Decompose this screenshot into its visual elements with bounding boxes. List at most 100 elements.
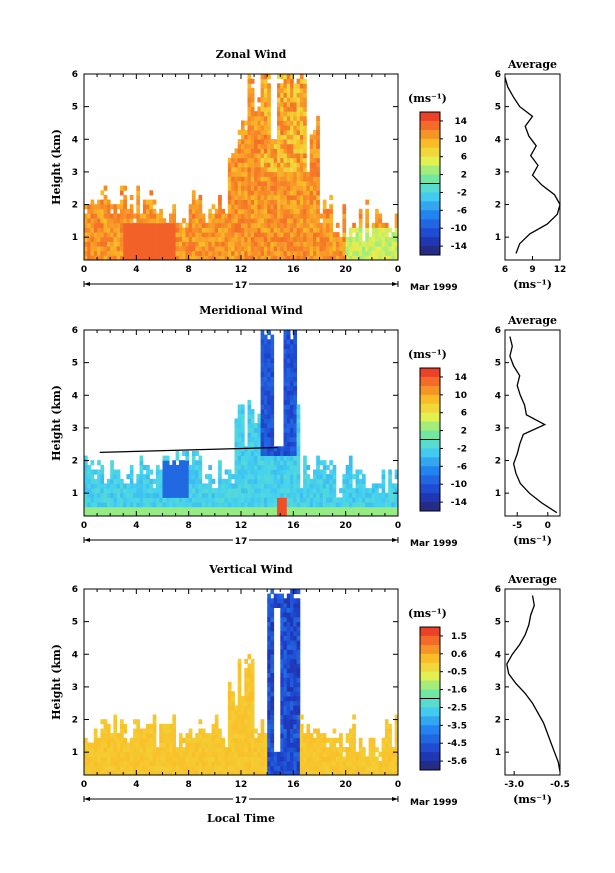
heatmap-cell [257, 190, 262, 196]
heatmap-cell [178, 478, 183, 484]
heatmap-cell [326, 255, 330, 261]
heatmap-cell [241, 134, 245, 140]
heatmap-cell [280, 719, 284, 725]
heatmap-cell [299, 143, 304, 149]
heatmap-cell [309, 747, 314, 753]
heatmap-cell [263, 180, 268, 186]
heatmap-cell [227, 162, 232, 168]
heatmap-cell [345, 236, 350, 242]
heatmap-cell [293, 185, 297, 191]
profile-y-tick-label: 3 [495, 168, 501, 178]
heatmap-cell [198, 765, 203, 771]
heatmap-cell [270, 460, 275, 466]
heatmap-cell [241, 143, 245, 149]
heatmap-cell [280, 598, 284, 604]
heatmap-cell [191, 194, 196, 200]
heatmap-cell [296, 696, 301, 702]
heatmap-cell [244, 682, 248, 688]
heatmap-cell [106, 747, 111, 753]
heatmap-cell [244, 227, 248, 233]
heatmap-cell [358, 213, 363, 219]
heatmap-cell [129, 742, 134, 748]
heatmap-cell [270, 162, 275, 168]
heatmap-cell [381, 747, 386, 753]
heatmap-cell [391, 483, 396, 489]
heatmap-cell [362, 761, 366, 767]
heatmap-cell [149, 204, 154, 210]
heatmap-cell [103, 723, 108, 729]
heatmap-cell [293, 199, 297, 205]
heatmap-cell [237, 747, 242, 753]
heatmap-cell [277, 111, 281, 117]
heatmap-cell [303, 464, 307, 470]
heatmap-cell [270, 742, 275, 748]
heatmap-cell [313, 204, 317, 210]
heatmap-cell [332, 246, 337, 252]
heatmap-cell [355, 227, 360, 233]
heatmap-cell [237, 497, 242, 503]
heatmap-cell [270, 353, 275, 359]
heatmap-cell [244, 180, 248, 186]
heatmap-cell [299, 129, 304, 135]
heatmap-cell [384, 227, 389, 233]
heatmap-cell [260, 488, 265, 494]
colorbar-unit: (ms⁻¹) [408, 607, 447, 620]
heatmap-cell [244, 120, 248, 126]
heatmap-cell [329, 506, 333, 512]
heatmap-cell [254, 125, 258, 131]
heatmap-cell [165, 747, 170, 753]
heatmap-cell [263, 125, 268, 131]
heatmap-cell [286, 714, 291, 720]
heatmap-cell [296, 111, 301, 117]
heatmap-cell [303, 120, 307, 126]
heatmap-cell [260, 427, 265, 433]
heatmap-cell [126, 751, 131, 757]
heatmap-cell [156, 236, 160, 242]
heatmap-cell [283, 728, 288, 734]
heatmap-cell [247, 714, 252, 720]
heatmap-cell [280, 87, 284, 93]
heatmap-cell [241, 436, 245, 442]
heatmap-cell [381, 502, 386, 508]
heatmap-cell [142, 747, 147, 753]
y-tick-label: 1 [72, 489, 78, 499]
heatmap-cell [250, 148, 255, 154]
heatmap-cell [139, 469, 144, 475]
heatmap-cell [142, 497, 147, 503]
heatmap-cell [286, 502, 291, 508]
heatmap-cell [234, 502, 239, 508]
heatmap-cell [309, 176, 314, 182]
heatmap-cell [247, 511, 252, 517]
heatmap-cell [348, 474, 353, 480]
heatmap-cell [290, 236, 294, 242]
heatmap-cell [283, 92, 288, 98]
heatmap-cell [326, 502, 330, 508]
heatmap-cell [97, 199, 101, 205]
heatmap-cell [234, 751, 239, 757]
heatmap-cell [123, 241, 127, 247]
heatmap-cell [162, 241, 167, 247]
heatmap-cell [270, 208, 275, 214]
heatmap-cell [280, 232, 284, 238]
heatmap-cell [159, 733, 163, 739]
heatmap-cell [267, 598, 271, 604]
heatmap-cell [93, 761, 98, 767]
heatmap-cell [296, 714, 301, 720]
heatmap-cell [120, 483, 124, 489]
heatmap-cell [241, 162, 245, 168]
heatmap-cell [241, 125, 245, 131]
heatmap-cell [84, 502, 88, 508]
heatmap-cell [142, 222, 147, 228]
heatmap-cell [273, 770, 278, 776]
heatmap-cell [139, 502, 144, 508]
heatmap-cell [260, 204, 265, 210]
heatmap-cell [352, 255, 356, 261]
heatmap-cell [316, 227, 320, 233]
heatmap-cell [293, 246, 297, 252]
heatmap-cell [280, 246, 284, 252]
heatmap-cell [188, 765, 193, 771]
heatmap-cell [214, 218, 219, 224]
heatmap-cell [375, 208, 379, 214]
heatmap-cell [309, 506, 314, 512]
